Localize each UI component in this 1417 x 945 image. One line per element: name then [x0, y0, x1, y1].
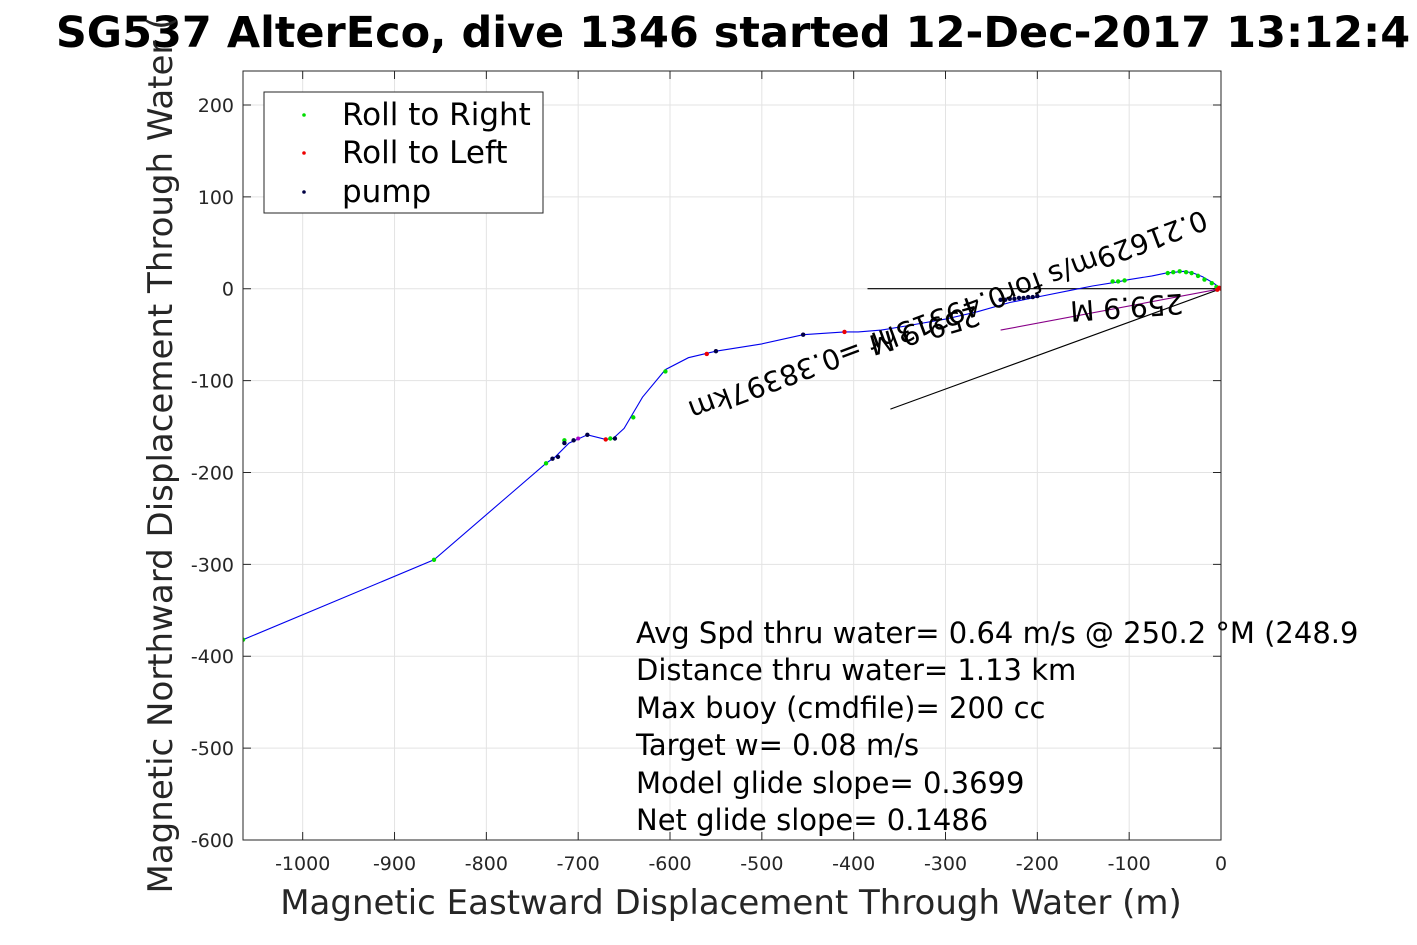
stat-distance: Distance thru water= 1.13 km [636, 653, 1076, 687]
roll-right-point [663, 369, 668, 374]
pump-point [713, 349, 719, 354]
plot-data [243, 269, 1221, 642]
y-tick-label: -200 [191, 462, 234, 484]
roll-right-point [1122, 278, 1127, 283]
plot-area-frame [242, 70, 1222, 841]
stat-target-w: Target w= 0.08 m/s [635, 728, 919, 762]
y-tick-label: -500 [191, 738, 234, 760]
pump-point [1030, 294, 1035, 300]
x-tick-label: -800 [465, 853, 508, 875]
pump-point [1007, 296, 1012, 302]
stat-avg-speed: Avg Spd thru water= 0.64 m/s @ 250.2 °M … [636, 616, 1358, 650]
x-axis-label: Magnetic Eastward Displacement Through W… [280, 883, 1182, 923]
roll-left-point [704, 351, 709, 357]
x-tick-label: -200 [1016, 853, 1059, 875]
chart-title: SG537 AlterEco, dive 1346 started 12-Dec… [56, 8, 1410, 58]
dive-statistics: Avg Spd thru water= 0.64 m/s @ 250.2 °M … [635, 616, 1358, 837]
x-tick-label: -100 [1108, 853, 1151, 875]
x-tick-label: -500 [740, 853, 783, 875]
roll-right-point [1177, 269, 1182, 274]
pump-point [1002, 297, 1008, 302]
roll-right-point [431, 557, 437, 562]
x-tick-label: -300 [924, 853, 967, 875]
legend-label-pump: pump [342, 174, 431, 210]
roll-right-point [243, 637, 246, 642]
legend-label-roll-right: Roll to Right [342, 97, 531, 133]
roll-right-point [1209, 281, 1215, 286]
pump-point [562, 440, 567, 446]
x-tick-label: 0 [1215, 853, 1227, 875]
pump-point [555, 454, 561, 460]
legend-box [263, 91, 544, 214]
legend-marker-roll-right [302, 113, 306, 117]
pump-point [585, 432, 590, 438]
pump-point [1016, 295, 1022, 301]
roll-right-point [1110, 279, 1115, 284]
roll-right-point [631, 415, 636, 420]
x-tick-label: -600 [648, 853, 691, 875]
roll-right-point [543, 461, 549, 466]
pump-point [550, 456, 555, 461]
axis-ticks: -1000 -900 -800 -700 -600 -500 -400 -300 -200 -10… [191, 71, 1227, 875]
y-tick-label: -600 [191, 830, 234, 852]
track-annotation-3: 259.9 M [1069, 287, 1184, 328]
roll-right-point [1195, 273, 1201, 279]
roll-right-point [1183, 270, 1189, 275]
roll-left-point [1215, 287, 1220, 292]
pump-point [612, 436, 618, 441]
roll-right-point [1189, 270, 1194, 276]
roll-right-point [1115, 279, 1121, 284]
roll-left-point [842, 329, 847, 335]
purple-marker-point [576, 436, 581, 441]
pump-point [800, 332, 806, 337]
x-tick-label: -700 [557, 853, 600, 875]
roll-left-point [603, 437, 608, 442]
stat-max-buoy: Max buoy (cmdfile)= 200 cc [636, 691, 1045, 725]
pump-point [1021, 295, 1026, 301]
y-tick-label: 0 [222, 279, 234, 301]
heading-line-2 [1000, 288, 1221, 331]
stat-model-glide-slope: Model glide slope= 0.3699 [636, 766, 1024, 800]
y-tick-label: 100 [198, 187, 234, 209]
legend-label-roll-left: Roll to Left [342, 135, 508, 171]
x-tick-label: -1000 [275, 853, 330, 875]
pump-point [998, 297, 1003, 302]
x-tick-label: -900 [373, 853, 416, 875]
roll-right-point [1171, 270, 1176, 275]
legend-marker-pump [302, 190, 306, 194]
x-tick-label: -400 [832, 853, 875, 875]
roll-right-point [608, 436, 613, 441]
roll-right-point [1165, 270, 1170, 276]
legend: Roll to Right Roll to Left pump [263, 91, 544, 214]
legend-marker-roll-left [302, 151, 306, 155]
y-tick-label: -300 [191, 554, 234, 576]
pump-point [1012, 296, 1017, 302]
y-tick-label: -400 [191, 646, 234, 668]
roll-right-point [1202, 277, 1207, 282]
heading-line-1 [890, 288, 1221, 410]
y-tick-label: 200 [198, 95, 234, 117]
stat-net-glide-slope: Net glide slope= 0.1486 [636, 803, 988, 837]
y-axis-label: Magnetic Northward Displacement Through … [141, 17, 181, 894]
y-tick-label: -100 [191, 371, 234, 393]
pump-point [571, 438, 576, 443]
pump-point [1035, 293, 1040, 299]
pump-point [1025, 294, 1031, 300]
